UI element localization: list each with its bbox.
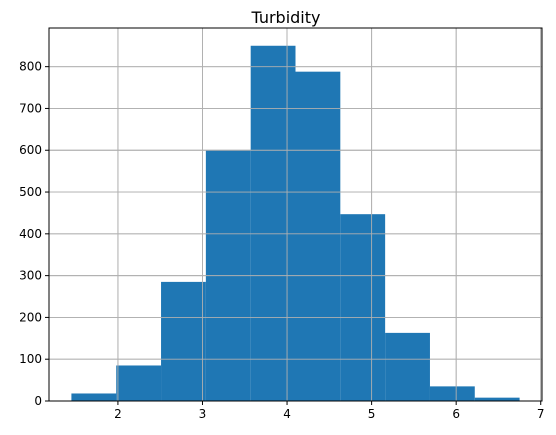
histogram-bar	[340, 214, 386, 401]
y-tick-label: 800	[19, 60, 42, 74]
y-tick-label: 600	[19, 143, 42, 157]
histogram-bar	[295, 71, 341, 401]
histogram-bar	[429, 386, 475, 401]
histogram-bar	[385, 332, 430, 401]
chart-title: Turbidity	[250, 8, 320, 27]
histogram-bar	[71, 393, 117, 401]
y-tick-label: 400	[19, 227, 42, 241]
y-tick-label: 700	[19, 101, 42, 115]
y-tick-label: 200	[19, 310, 42, 324]
histogram-bar	[474, 397, 520, 401]
histogram-bar	[116, 365, 162, 401]
axes: 2 3 4 5 6 7 0 100 200 300 400 500 600 700 800	[19, 27, 545, 421]
histogram-bars	[49, 28, 542, 402]
x-tick-label: 2	[114, 407, 122, 421]
histogram-bar	[161, 281, 206, 401]
x-tick-label: 4	[283, 407, 291, 421]
x-tick-label: 6	[452, 407, 460, 421]
x-tick-label: 7	[537, 407, 545, 421]
x-tick-label: 5	[368, 407, 376, 421]
y-tick-label: 500	[19, 185, 42, 199]
plot-frame	[48, 27, 543, 402]
y-tick-label: 0	[34, 394, 42, 408]
y-tick-label: 300	[19, 269, 42, 283]
x-tick-label: 3	[199, 407, 207, 421]
histogram-bar	[250, 45, 296, 402]
y-tick-label: 100	[19, 352, 42, 366]
